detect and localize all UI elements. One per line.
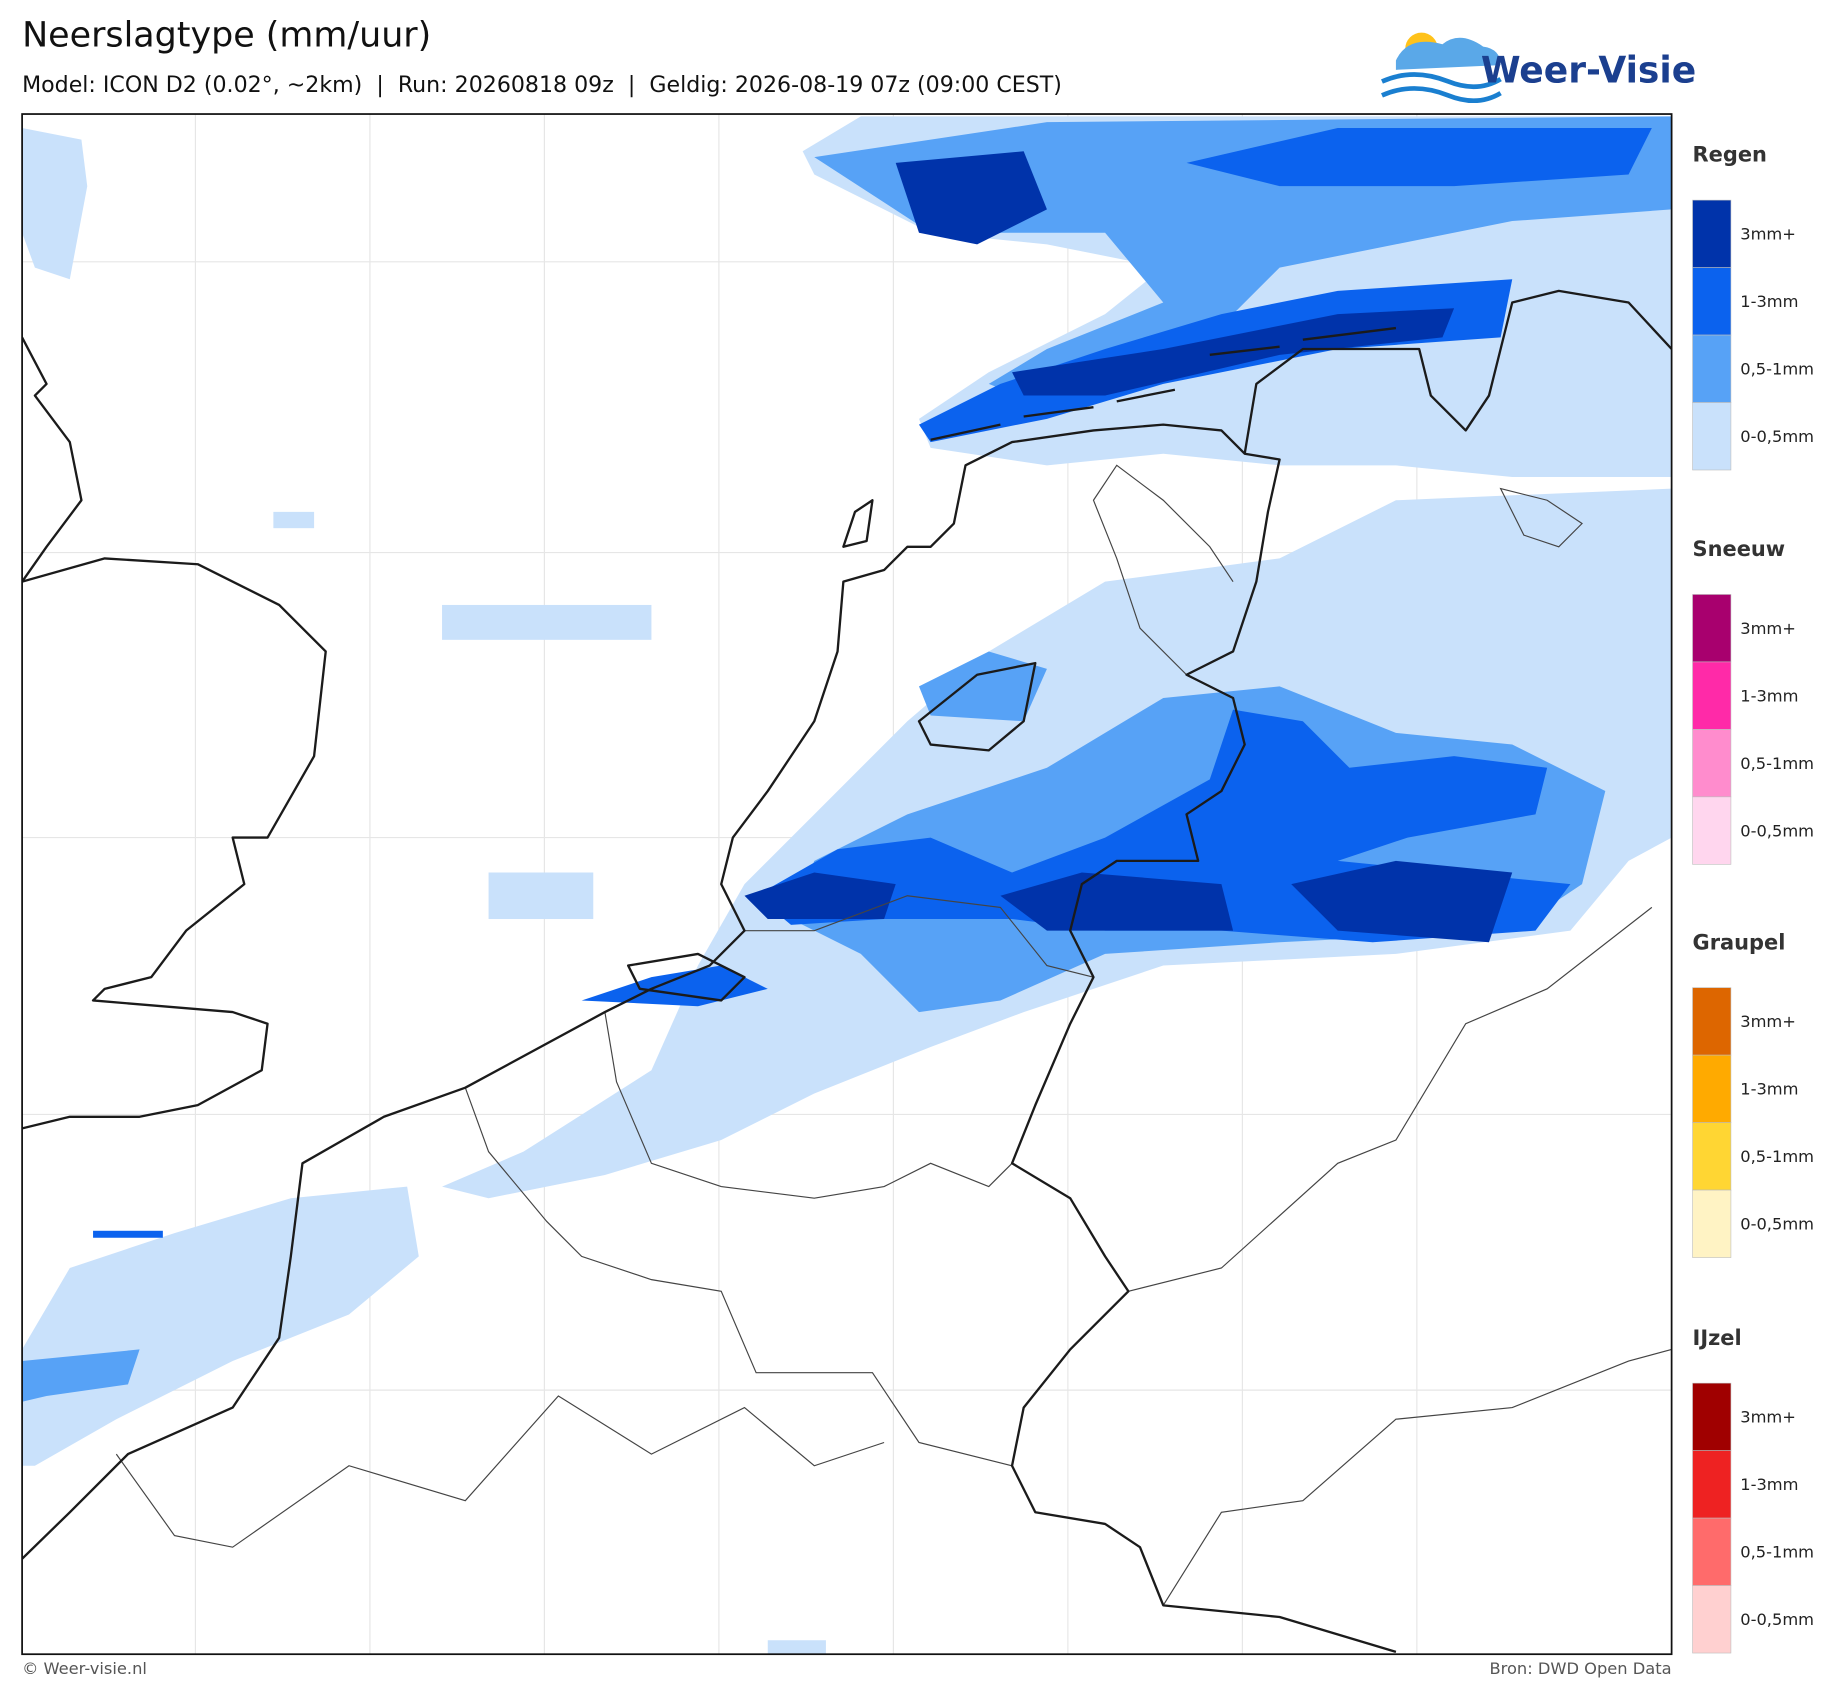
legend-swatch bbox=[1692, 729, 1732, 798]
legend-label: 0,5-1mm bbox=[1740, 360, 1814, 379]
legend-label: 0-0,5mm bbox=[1740, 1610, 1814, 1629]
legend-title: Sneeuw bbox=[1693, 537, 1786, 561]
legend-swatch bbox=[1692, 661, 1732, 730]
legend-swatch bbox=[1692, 1054, 1732, 1123]
coastlines bbox=[22, 289, 1672, 1653]
logo: Weer-Visie bbox=[1381, 32, 1696, 103]
legend-label: 3mm+ bbox=[1740, 619, 1796, 638]
legend-swatch bbox=[1692, 1382, 1732, 1451]
borders bbox=[115, 464, 1672, 1606]
legend-label: 1-3mm bbox=[1740, 1475, 1798, 1494]
map bbox=[21, 113, 1673, 1656]
legend-swatch bbox=[1692, 1122, 1732, 1191]
legend-swatch bbox=[1692, 267, 1732, 336]
legend: Regen 3mm+ 1-3mm 0,5-1mm 0-0,5mm Sneeuw 3mm+ 1-… bbox=[1692, 143, 1814, 1654]
legend-swatch bbox=[1692, 402, 1732, 471]
legend-label: 3mm+ bbox=[1740, 1012, 1796, 1031]
legend-swatch bbox=[1692, 594, 1732, 663]
legend-swatch bbox=[1692, 199, 1732, 268]
legend-swatch bbox=[1692, 1450, 1732, 1519]
logo-text: Weer-Visie bbox=[1481, 50, 1696, 92]
legend-swatch bbox=[1692, 987, 1732, 1056]
legend-title: IJzel bbox=[1693, 1326, 1742, 1350]
legend-swatch bbox=[1692, 1585, 1732, 1654]
legend-label: 0,5-1mm bbox=[1740, 754, 1814, 773]
legend-label: 1-3mm bbox=[1740, 686, 1798, 705]
precipitation bbox=[22, 116, 1672, 1655]
legend-label: 0,5-1mm bbox=[1740, 1543, 1814, 1562]
legend-label: 0-0,5mm bbox=[1740, 821, 1814, 840]
legend-label: 1-3mm bbox=[1740, 1080, 1798, 1099]
footer-right: Bron: DWD Open Data bbox=[1489, 1659, 1671, 1678]
legend-title: Regen bbox=[1693, 143, 1767, 167]
footer-left: © Weer-visie.nl bbox=[22, 1659, 147, 1678]
legend-swatch bbox=[1692, 796, 1732, 865]
legend-label: 0,5-1mm bbox=[1740, 1147, 1814, 1166]
legend-swatch bbox=[1692, 334, 1732, 403]
legend-label: 3mm+ bbox=[1740, 1408, 1796, 1427]
legend-label: 3mm+ bbox=[1740, 225, 1796, 244]
title: Neerslagtype (mm/uur) bbox=[22, 16, 431, 56]
legend-swatch bbox=[1692, 1517, 1732, 1586]
legend-title: Graupel bbox=[1693, 930, 1786, 954]
legend-swatch bbox=[1692, 1189, 1732, 1258]
legend-label: 1-3mm bbox=[1740, 292, 1798, 311]
legend-label: 0-0,5mm bbox=[1740, 1215, 1814, 1234]
subtitle: Model: ICON D2 (0.02°, ~2km) | Run: 2026… bbox=[22, 72, 1062, 98]
legend-label: 0-0,5mm bbox=[1740, 427, 1814, 446]
